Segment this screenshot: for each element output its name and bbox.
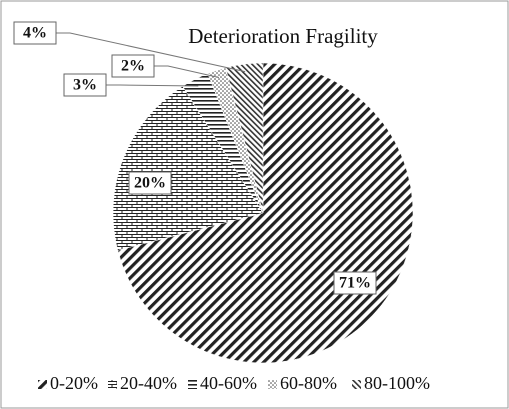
legend-label: 60-80% (280, 373, 337, 393)
pie-slice (112, 86, 264, 251)
data-label: 2% (121, 58, 145, 75)
label-box (128, 171, 172, 195)
legend-label: 80-100% (364, 373, 430, 393)
legend-swatch (38, 380, 47, 389)
label-box (13, 21, 57, 45)
label-box (333, 271, 377, 295)
data-label: 3% (73, 77, 97, 94)
leader-line (153, 65, 220, 78)
leader-line (105, 84, 199, 87)
legend-label: 0-20% (50, 373, 98, 393)
legend-swatch (108, 380, 117, 389)
legend-swatch (268, 380, 277, 389)
legend-swatch (188, 380, 197, 389)
label-box (63, 73, 107, 97)
legend-label: 20-40% (120, 373, 177, 393)
leader-line (55, 32, 246, 73)
chart-title: Deterioration Fragility (188, 24, 378, 48)
legend-swatch (352, 380, 361, 389)
label-box (111, 54, 155, 78)
data-label: 71% (339, 275, 371, 292)
data-label: 4% (23, 25, 47, 42)
legend-label: 40-60% (200, 373, 257, 393)
data-label: 20% (134, 175, 166, 192)
